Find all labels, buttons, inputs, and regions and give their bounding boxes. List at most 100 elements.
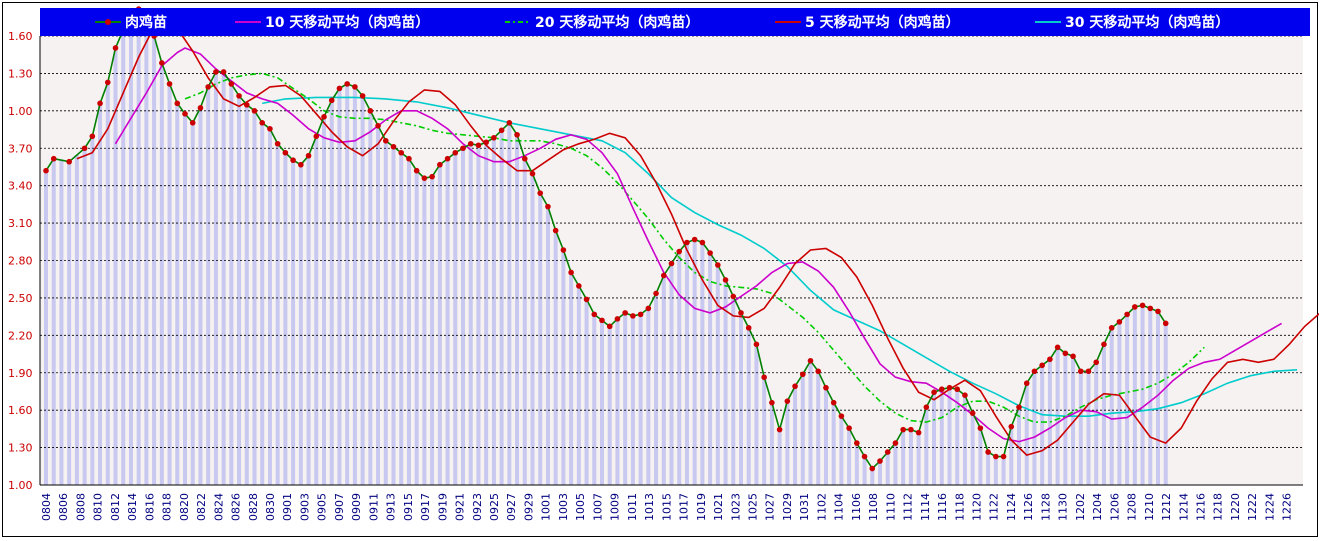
price-bar	[962, 395, 967, 485]
series-point	[745, 325, 752, 331]
series-point	[189, 120, 196, 126]
series-point	[869, 465, 876, 472]
series-point	[475, 142, 482, 149]
series-point	[259, 120, 266, 126]
price-bar	[545, 206, 550, 485]
price-bar	[275, 143, 280, 485]
price-bar	[213, 71, 218, 486]
series-point	[467, 140, 474, 147]
series-point	[568, 269, 574, 276]
price-bar	[901, 429, 906, 485]
x-tick-label: 1102	[815, 493, 828, 521]
x-tick-label: 1023	[729, 493, 742, 521]
x-tick-label: 1112	[902, 493, 915, 521]
series-point	[676, 248, 683, 255]
price-bar	[553, 230, 558, 485]
price-bar	[484, 142, 489, 485]
series-point	[491, 134, 497, 141]
x-tick-label: 0919	[436, 493, 449, 521]
price-bar	[1125, 314, 1130, 485]
price-bar	[90, 136, 95, 485]
series-point	[938, 386, 945, 393]
price-bar	[183, 113, 187, 486]
series-point	[931, 389, 937, 396]
price-bar	[221, 71, 226, 486]
price-bar	[916, 432, 921, 485]
price-bar	[198, 107, 203, 485]
price-bar	[754, 344, 759, 485]
legend-label-0: 肉鸡苗	[125, 14, 167, 31]
x-tick-label: 0824	[212, 493, 225, 521]
price-bar	[607, 326, 612, 485]
price-bar	[800, 374, 805, 485]
x-tick-label: 0905	[316, 493, 329, 521]
series-point	[1039, 362, 1045, 369]
price-bar	[383, 140, 388, 485]
y-tick-label: 2.80	[8, 255, 33, 268]
series-point	[1031, 368, 1038, 375]
price-bar	[345, 83, 350, 485]
series-point	[313, 133, 320, 140]
series-point	[560, 247, 567, 253]
series-point	[220, 69, 227, 75]
x-tick-label: 1214	[1177, 493, 1190, 521]
price-bar	[1040, 365, 1045, 485]
price-bar	[839, 416, 844, 485]
series-point	[606, 323, 613, 330]
price-line-chart: 1.00 1.30 1.60 1.90 2.20 2.50 2.80 3.10 3.40 3.70…	[8, 6, 1319, 521]
series-point	[429, 173, 435, 180]
price-bar	[352, 86, 357, 486]
price-bar	[576, 285, 581, 485]
price-bar	[684, 242, 689, 485]
x-tick-label: 1130	[1057, 493, 1070, 521]
series-point	[437, 161, 443, 168]
x-axis-ticks: 0804 0806 0808 0810 0812 0814 0816 0818 0820 0822…	[40, 493, 1294, 521]
x-tick-label: 1019	[695, 493, 708, 521]
price-bar	[1078, 371, 1083, 485]
legend-label-4: 30 天移动平均（肉鸡苗）	[1065, 14, 1229, 31]
series-point	[328, 97, 335, 104]
series-point	[823, 384, 829, 391]
series-point	[267, 125, 273, 132]
series-point	[854, 440, 860, 446]
price-bar	[267, 128, 272, 485]
series-line-1	[114, 47, 1282, 443]
series-point	[197, 105, 204, 111]
price-bar	[252, 110, 257, 485]
series-point	[722, 277, 729, 283]
price-bar	[561, 250, 566, 485]
series-point	[1124, 311, 1130, 318]
series-point	[1108, 325, 1115, 331]
series-point	[962, 392, 968, 399]
x-tick-label: 1126	[1022, 493, 1035, 521]
x-tick-label: 1206	[1108, 493, 1121, 521]
series-point	[305, 152, 312, 159]
y-tick-label: 1.60	[8, 30, 33, 43]
price-bar	[1148, 308, 1153, 485]
series-point	[807, 357, 814, 364]
price-bar	[715, 264, 720, 485]
x-tick-label: 0826	[230, 493, 243, 521]
price-bar	[947, 387, 952, 485]
series-point	[112, 45, 119, 51]
price-bar	[538, 193, 543, 485]
series-point	[1132, 304, 1138, 310]
series-line-3	[76, 20, 1319, 456]
price-bar	[993, 456, 998, 485]
series-line-2	[184, 72, 1205, 423]
x-tick-label: 0820	[178, 493, 191, 521]
series-point	[398, 149, 405, 156]
price-bar	[569, 272, 574, 485]
price-bar	[731, 296, 736, 485]
price-bar	[908, 429, 913, 485]
x-tick-label: 1114	[919, 493, 932, 521]
series-point	[1093, 359, 1100, 366]
series-point	[1155, 308, 1161, 315]
series-point	[1101, 341, 1107, 348]
x-tick-label: 0929	[522, 493, 535, 521]
price-bar	[700, 242, 705, 485]
series-point	[1085, 368, 1092, 375]
price-bar	[808, 360, 813, 485]
price-bar	[51, 158, 56, 485]
series-lines	[43, 6, 1319, 472]
